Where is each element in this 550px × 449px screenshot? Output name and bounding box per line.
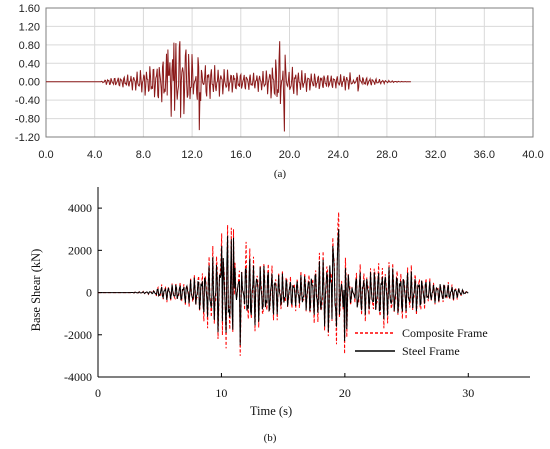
legend: Composite Frame Steel Frame bbox=[355, 326, 488, 358]
legend-label-composite-frame: Composite Frame bbox=[402, 326, 488, 340]
y-tick-label-b: 0 bbox=[86, 286, 92, 300]
y-tick-label-a: 0.80 bbox=[19, 40, 40, 52]
legend-label-steel-frame: Steel Frame bbox=[402, 344, 460, 358]
x-tick-label-a: 20.0 bbox=[279, 149, 300, 161]
y-tick-label-a: 0.00 bbox=[19, 77, 40, 89]
series-line-composite-frame bbox=[98, 212, 469, 356]
y-tick-label-a: -0.80 bbox=[15, 114, 40, 126]
y-tick-label-b: -2000 bbox=[64, 328, 92, 342]
x-tick-label-b: 30 bbox=[462, 386, 474, 400]
x-tick-label-a: 4.0 bbox=[87, 149, 102, 161]
series-line-a bbox=[46, 41, 411, 132]
y-tick-label-a: -1.20 bbox=[15, 132, 40, 144]
y-tick-label-a: 1.60 bbox=[19, 3, 40, 15]
caption-b: (b) bbox=[264, 432, 277, 444]
x-tick-label-b: 0 bbox=[95, 386, 101, 400]
x-tick-label-b: 10 bbox=[215, 386, 227, 400]
y-tick-label-b: -4000 bbox=[64, 370, 92, 384]
x-tick-label-a: 40.0 bbox=[522, 149, 543, 161]
y-tick-label-b: 2000 bbox=[68, 243, 92, 257]
series-line-steel-frame bbox=[98, 229, 469, 346]
y-tick-label-a: 1.20 bbox=[19, 21, 40, 33]
x-tick-label-a: 28.0 bbox=[376, 149, 397, 161]
chart-a: 1.60 1.20 0.80 0.40 0.00 -0.40 -0.80 -1.20 0.0 4.… bbox=[15, 3, 544, 161]
x-tick-label-b: 20 bbox=[339, 386, 351, 400]
y-tick-label-a: 0.40 bbox=[19, 58, 40, 70]
x-tick-label-a: 32.0 bbox=[425, 149, 446, 161]
caption-a: (a) bbox=[274, 168, 287, 180]
plot-frame-a bbox=[45, 7, 534, 138]
x-tick-label-a: 8.0 bbox=[136, 149, 151, 161]
x-tick-label-a: 0.0 bbox=[38, 149, 53, 161]
x-tick-label-a: 12.0 bbox=[181, 149, 202, 161]
x-tick-label-a: 16.0 bbox=[230, 149, 251, 161]
x-axis-title-b: Time (s) bbox=[250, 404, 292, 418]
y-tick-label-b: 4000 bbox=[68, 201, 92, 215]
y-tick-label-a: -0.40 bbox=[15, 95, 40, 107]
y-axis-title-b: Base Shear (kN) bbox=[29, 249, 43, 332]
x-tick-label-a: 36.0 bbox=[474, 149, 495, 161]
x-tick-label-a: 24.0 bbox=[327, 149, 348, 161]
